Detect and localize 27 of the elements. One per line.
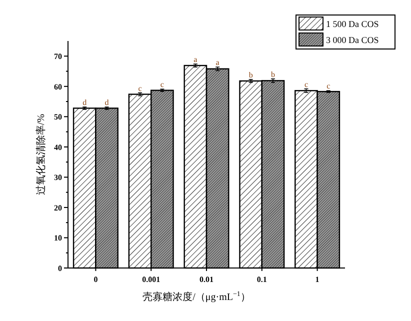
legend-label: 3 000 Da COS — [326, 35, 379, 45]
y-tick-label: 70 — [54, 52, 62, 62]
data-label: a — [194, 55, 198, 64]
x-tick-label: 1 — [315, 275, 320, 284]
y-tick-label: 10 — [54, 234, 62, 243]
y-tick-label: 50 — [54, 112, 62, 122]
data-label: b — [248, 70, 253, 80]
x-tick-label: 0.1 — [256, 275, 267, 284]
x-tick-label: 0.01 — [200, 275, 214, 284]
y-tick-label: 20 — [54, 203, 62, 212]
data-label: c — [326, 82, 331, 91]
y-axis-title: 过氧化氢清除率/% — [35, 114, 47, 196]
x-tick-label: 0.001 — [142, 275, 160, 284]
y-tick-label: 40 — [54, 142, 62, 152]
x-tick-label: 0 — [94, 275, 98, 284]
data-label: c — [304, 80, 308, 89]
data-label: a — [216, 58, 220, 68]
data-label: d — [82, 98, 87, 107]
y-tick-label: 30 — [54, 173, 62, 182]
y-tick-label: 60 — [54, 82, 62, 92]
y-tick-label: 0 — [58, 264, 62, 273]
data-label: d — [104, 98, 109, 107]
x-axis-title: 壳寡糖浓度/（μg·mL$^{−1}$） — [142, 290, 250, 303]
data-label: c — [138, 84, 142, 93]
data-label: b — [270, 70, 275, 79]
data-label: c — [160, 80, 164, 90]
text: 1 500 Da COS — [326, 19, 379, 29]
